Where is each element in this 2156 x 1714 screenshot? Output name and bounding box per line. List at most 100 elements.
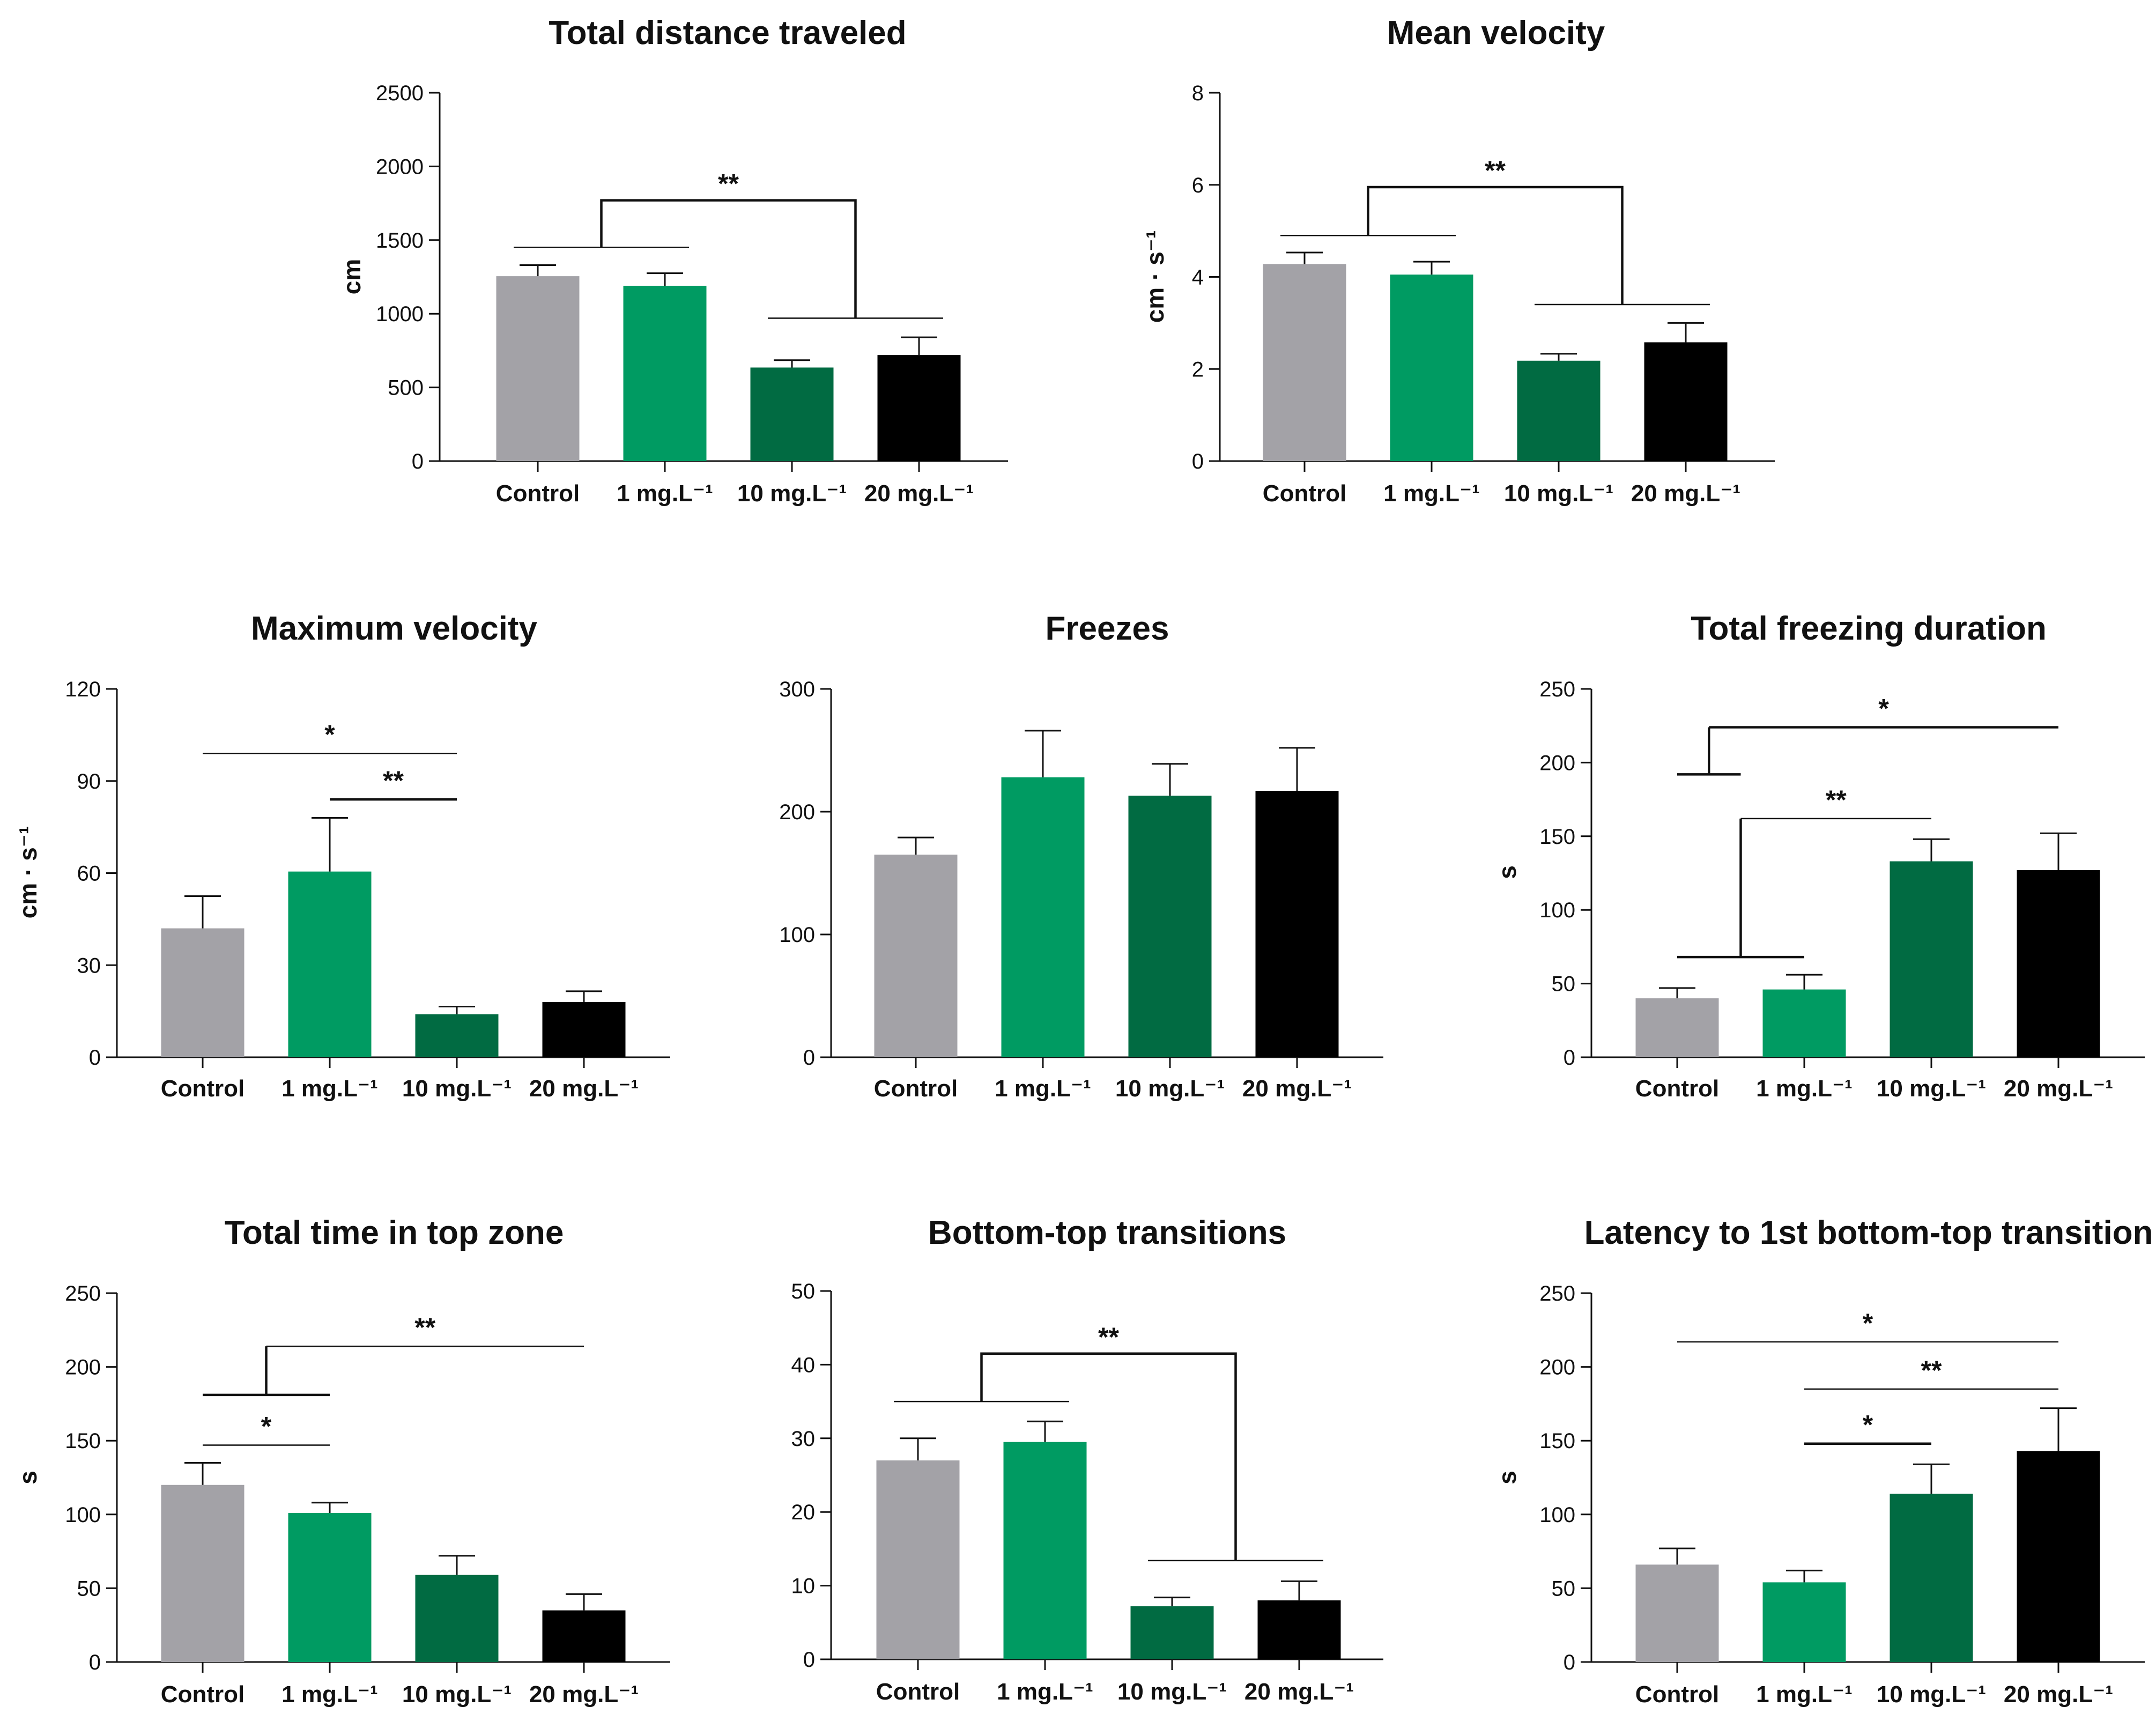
panel-freezes: Freezes 0 100 200 300 Control 1 mg.L⁻¹ 10 m…: [779, 610, 1383, 1102]
panel-title: Maximum velocity: [251, 610, 538, 647]
category-label: 10 mg.L⁻¹: [402, 1075, 512, 1102]
category-label: 1 mg.L⁻¹: [281, 1075, 378, 1102]
category-label: 1 mg.L⁻¹: [281, 1681, 378, 1708]
category-label: 20 mg.L⁻¹: [2004, 1681, 2113, 1708]
bar: [2017, 1451, 2100, 1662]
significance-bracket: [1367, 186, 1624, 305]
category-label: 1 mg.L⁻¹: [617, 480, 713, 507]
category-label: Control: [1635, 1075, 1719, 1102]
category-label: 20 mg.L⁻¹: [2004, 1075, 2113, 1102]
category-label: 1 mg.L⁻¹: [1383, 480, 1480, 507]
panel-total-freezing-duration: Total freezing duration s 0 50 100 150 200 25…: [1493, 610, 2145, 1102]
category-label: Control: [876, 1679, 960, 1705]
bar: [415, 1014, 499, 1057]
bar: [415, 1575, 499, 1662]
category-label: Control: [1635, 1681, 1719, 1708]
y-axis-label: s: [14, 1471, 42, 1485]
bar: [1644, 342, 1728, 461]
y-tick-label: 30: [77, 954, 101, 977]
y-tick-label: 120: [65, 678, 101, 701]
significance-marker: *: [1878, 693, 1889, 723]
category-label: Control: [161, 1681, 245, 1708]
bar: [1890, 1494, 1973, 1662]
y-tick-label: 50: [77, 1577, 101, 1600]
y-axis-label: cm: [338, 259, 366, 294]
bar: [1762, 989, 1846, 1057]
y-tick-label: 2500: [376, 81, 424, 105]
category-label: 20 mg.L⁻¹: [529, 1075, 639, 1102]
category-label: 1 mg.L⁻¹: [1756, 1075, 1853, 1102]
significance-marker: *: [324, 719, 335, 750]
panel-latency: Latency to 1st bottom-top transition s 0…: [1493, 1214, 2153, 1708]
bar: [877, 355, 961, 461]
y-tick-label: 0: [89, 1046, 101, 1070]
y-tick-label: 50: [1552, 1577, 1576, 1600]
panel-title: Total distance traveled: [549, 14, 906, 51]
category-label: 20 mg.L⁻¹: [1244, 1679, 1354, 1705]
y-tick-label: 0: [803, 1046, 815, 1070]
y-tick-label: 60: [77, 862, 101, 886]
panel-title: Freezes: [1046, 610, 1169, 647]
y-tick-label: 200: [65, 1356, 101, 1379]
y-tick-label: 30: [791, 1427, 816, 1451]
y-tick-label: 1500: [376, 229, 424, 253]
y-tick-label: 4: [1192, 266, 1204, 290]
panel-maximum-velocity: Maximum velocity cm · s⁻¹ 0306090120*** …: [14, 610, 670, 1102]
panel-mean-velocity: Mean velocity cm · s⁻¹ 0 2 4 6 8 ** Control 1…: [1141, 14, 1775, 507]
y-tick-label: 0: [1564, 1046, 1575, 1070]
significance-marker: **: [1485, 155, 1506, 186]
panel-title: Bottom-top transitions: [928, 1214, 1286, 1251]
bar: [2017, 870, 2100, 1057]
y-tick-label: 50: [791, 1280, 816, 1303]
bar: [542, 1610, 626, 1662]
category-label: 10 mg.L⁻¹: [1877, 1075, 1986, 1102]
category-label: Control: [496, 480, 580, 507]
category-label: 10 mg.L⁻¹: [1504, 480, 1613, 507]
y-tick-label: 2: [1192, 358, 1204, 381]
significance-bracket: [980, 1352, 1237, 1561]
bar: [288, 871, 372, 1057]
category-label: Control: [1263, 480, 1346, 507]
y-axis-label: cm · s⁻¹: [1141, 231, 1169, 323]
category-label: 10 mg.L⁻¹: [1877, 1681, 1986, 1708]
y-tick-label: 200: [1539, 1356, 1575, 1379]
category-label: 1 mg.L⁻¹: [997, 1679, 1093, 1705]
bar: [623, 285, 707, 461]
significance-marker: *: [1863, 1410, 1873, 1440]
panel-total-distance: Total distance traveled cm 0 500 1000 1500 2…: [338, 14, 1008, 507]
bar: [542, 1001, 626, 1057]
category-label: 20 mg.L⁻¹: [529, 1681, 639, 1708]
bar: [1257, 1600, 1341, 1659]
panel-title: Total freezing duration: [1691, 610, 2047, 647]
bar: [1390, 274, 1473, 461]
bar: [1635, 998, 1719, 1057]
significance-marker: *: [261, 1411, 272, 1441]
panel-time-top-zone: Total time in top zone s 0 50 100 150 200 250…: [14, 1214, 670, 1708]
significance-bracket: [600, 199, 857, 318]
y-tick-label: 1000: [376, 302, 424, 326]
y-tick-label: 50: [1552, 973, 1576, 996]
panel-title: Mean velocity: [1387, 14, 1605, 51]
significance-marker: **: [383, 766, 404, 796]
significance-marker: **: [1921, 1355, 1942, 1385]
y-tick-label: 200: [779, 800, 815, 824]
bar: [1762, 1582, 1846, 1662]
y-tick-label: 100: [1539, 899, 1575, 922]
category-label: Control: [874, 1075, 958, 1102]
significance-marker: **: [718, 169, 739, 199]
significance-marker: **: [1098, 1322, 1119, 1352]
y-tick-label: 150: [1539, 1429, 1575, 1453]
y-tick-label: 0: [89, 1651, 101, 1674]
bar: [1003, 1442, 1087, 1659]
significance-marker: **: [1826, 785, 1847, 815]
category-label: 1 mg.L⁻¹: [995, 1075, 1091, 1102]
bar: [1890, 861, 1973, 1057]
significance-marker: *: [1863, 1308, 1873, 1338]
y-tick-label: 10: [791, 1575, 816, 1598]
category-label: 10 mg.L⁻¹: [1117, 1679, 1227, 1705]
y-tick-label: 100: [65, 1503, 101, 1527]
bar: [161, 928, 245, 1057]
y-tick-label: 8: [1192, 81, 1204, 105]
y-tick-label: 250: [65, 1282, 101, 1305]
category-label: 10 mg.L⁻¹: [737, 480, 847, 507]
